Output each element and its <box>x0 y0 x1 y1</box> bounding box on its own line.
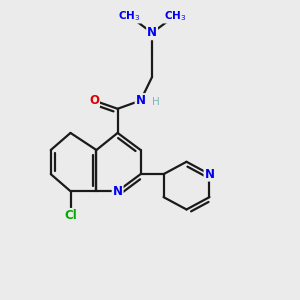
Text: N: N <box>147 26 157 39</box>
Text: N: N <box>205 168 214 181</box>
Text: CH$_3$: CH$_3$ <box>118 9 141 23</box>
Text: Cl: Cl <box>64 209 77 222</box>
Text: O: O <box>89 94 99 107</box>
Text: N: N <box>112 185 123 198</box>
Text: N: N <box>136 94 146 107</box>
Text: CH$_3$: CH$_3$ <box>164 9 186 23</box>
Text: H: H <box>152 97 160 107</box>
